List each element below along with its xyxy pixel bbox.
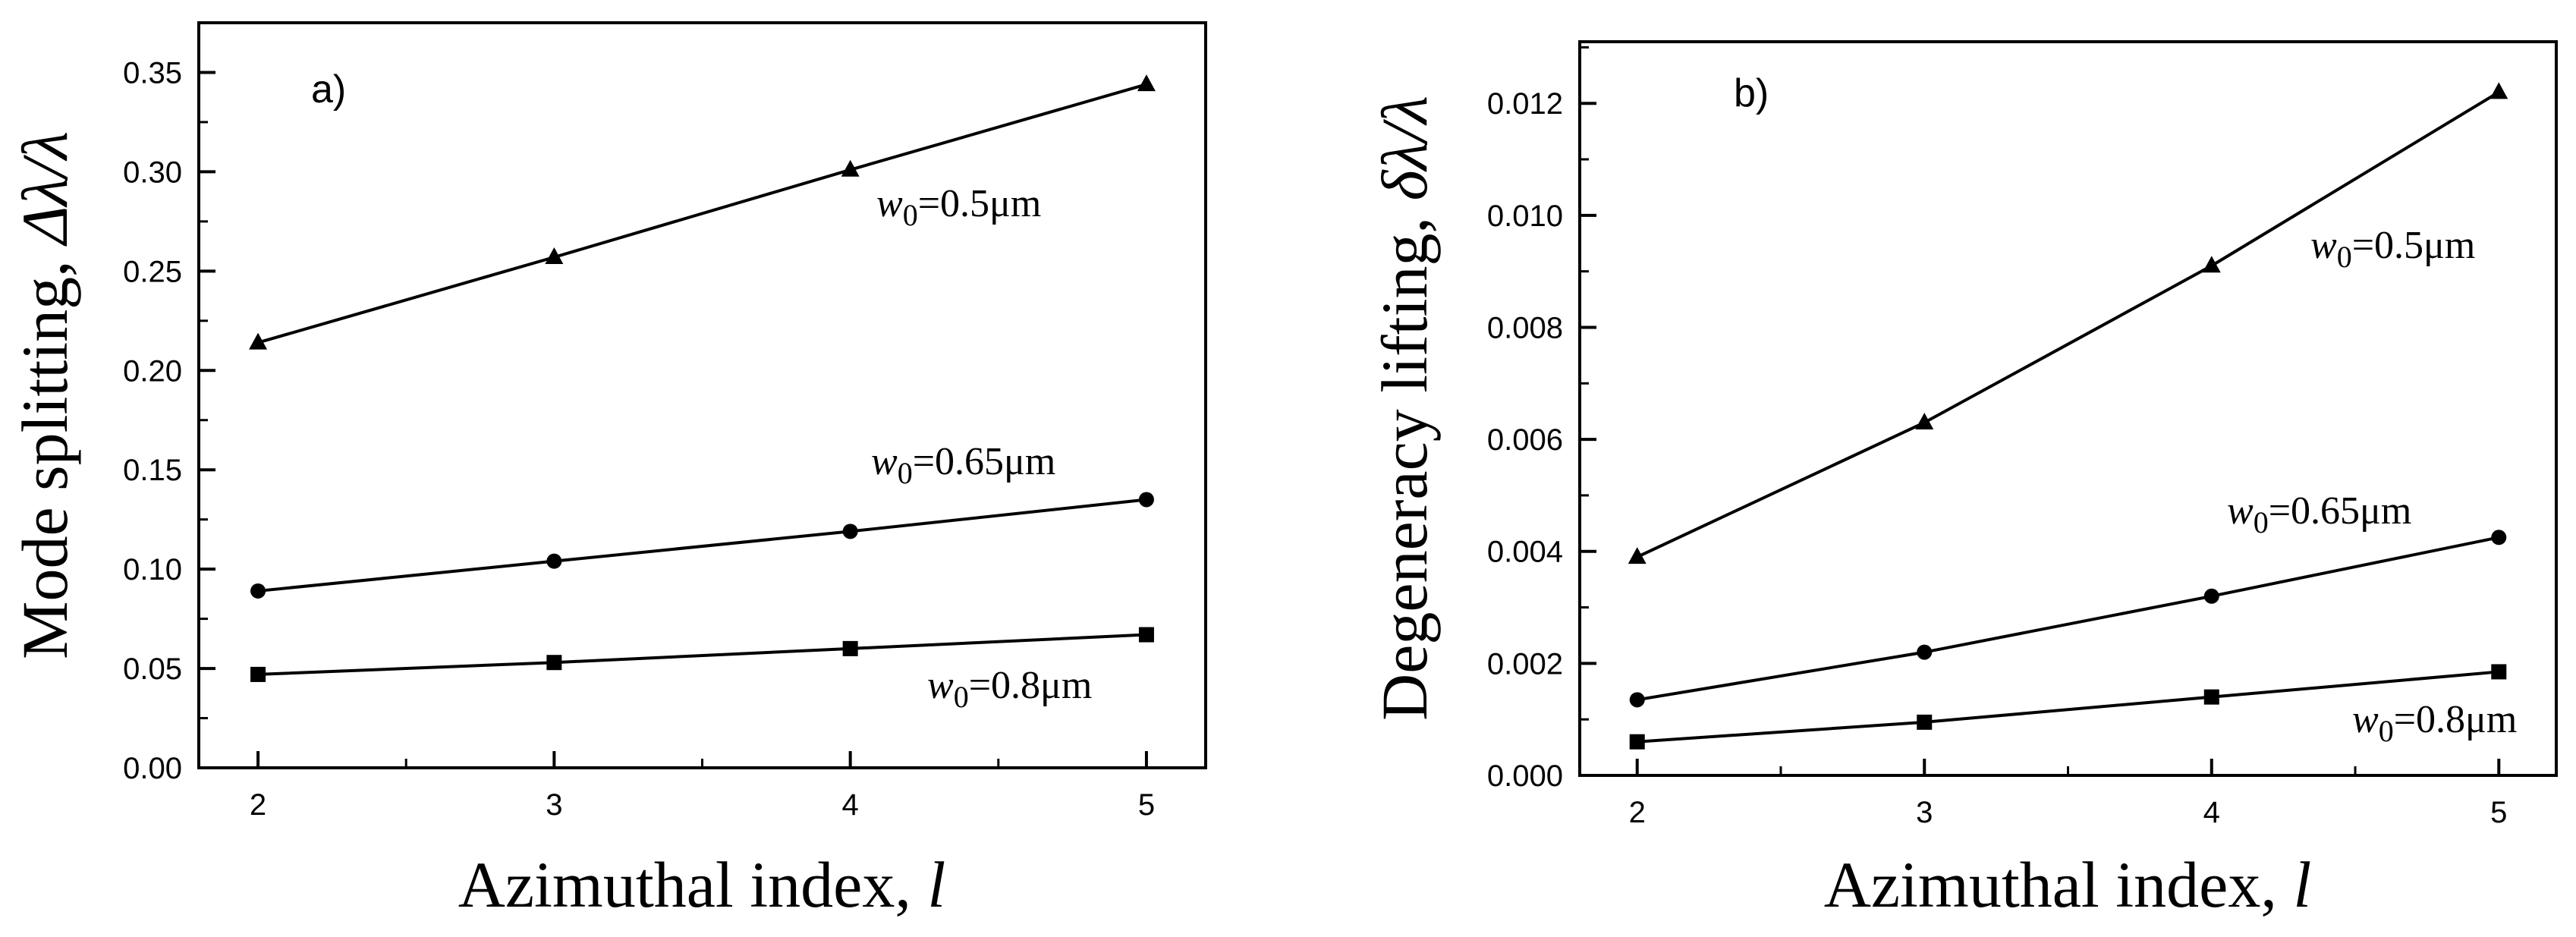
panel-b-series-2-point-3 (2491, 664, 2507, 680)
panel-a-y-tick-label: 0.05 (123, 652, 182, 686)
panel-a-series (249, 74, 1156, 682)
panel-b-degeneracy-lifting: 0.000 0.002 0.004 0.006 0.008 0.010 0.012 2 3 4 5… (1368, 40, 2558, 921)
panel-a-series-label-0.8: w0=0.8μm (927, 664, 1092, 714)
panel-a-series-2-point-3 (1138, 627, 1154, 643)
panel-b-x-tick-label: 5 (2490, 796, 2507, 829)
panel-a-series-2-point-1 (546, 655, 562, 671)
panel-b-x-tick-label: 3 (1916, 796, 1933, 829)
panel-b-series (1628, 82, 2508, 750)
panel-a-series-1-point-2 (842, 524, 858, 539)
panel-b-series-0-point-3 (2490, 82, 2508, 99)
panel-a-series-1-point-0 (250, 583, 266, 599)
panel-a-y-tick-label: 0.20 (123, 354, 182, 388)
panel-b-y-tick-label: 0.010 (1487, 200, 1563, 233)
panel-a-series-line-2 (257, 633, 1147, 676)
panel-a-series-2-point-0 (250, 666, 266, 682)
panel-a-series-0-point-2 (841, 159, 860, 177)
panel-b-series-label-0.65: w0=0.65μm (2227, 489, 2411, 539)
panel-b-y-tick-label: 0.008 (1487, 311, 1563, 344)
panel-b-y-tick-label: 0.012 (1487, 87, 1563, 121)
panel-a-x-axis-title: Azimuthal index, l (458, 848, 946, 921)
panel-b-series-2-point-0 (1629, 734, 1645, 750)
panel-a-series-2-point-2 (842, 640, 858, 656)
panel-a-x-ticks: 2 3 4 5 (250, 751, 1155, 822)
panel-b-y-tick-label: 0.000 (1487, 759, 1563, 793)
panel-b-series-label-0.5: w0=0.5μm (2310, 224, 2475, 274)
panel-a-x-tick-label: 3 (546, 788, 562, 822)
panel-a-series-line-1 (257, 498, 1147, 593)
panel-b-x-tick-label: 4 (2203, 796, 2220, 829)
panel-b-series-1-point-0 (1629, 692, 1645, 708)
panel-b-x-tick-label: 2 (1629, 796, 1646, 829)
panel-a-label: a) (311, 68, 346, 112)
panel-b-series-2-point-1 (1917, 714, 1933, 730)
panel-a-series-0-point-3 (1137, 74, 1156, 92)
panel-b-y-tick-label: 0.006 (1487, 423, 1563, 457)
panel-b-x-axis-title: Azimuthal index, l (1824, 848, 2312, 921)
panel-b-series-1-point-2 (2203, 588, 2219, 604)
panel-a-y-tick-label: 0.00 (123, 752, 182, 785)
panel-a-series-0-point-1 (545, 247, 564, 265)
panel-a-y-tick-label: 0.35 (123, 56, 182, 90)
panel-a-x-tick-label: 5 (1138, 788, 1155, 822)
panel-a-series-line-0 (257, 83, 1147, 344)
panel-b-series-0-point-0 (1628, 547, 1647, 564)
panel-a-y-tick-label: 0.15 (123, 454, 182, 487)
panel-a-y-axis-title: Mode splitting, Δλ/λ (8, 131, 81, 659)
panel-b-series-0-point-2 (2202, 256, 2221, 273)
panel-a-x-tick-label: 2 (250, 788, 266, 822)
panel-b-series-2-point-2 (2203, 689, 2219, 705)
panel-a-y-ticks: 0.00 0.05 0.10 0.15 0.20 0.25 0.30 0.35 (123, 56, 215, 785)
panel-b-series-1-point-1 (1917, 644, 1933, 660)
panel-b-plot-frame (1578, 40, 2558, 777)
panel-a-mode-splitting: 0.00 0.05 0.10 0.15 0.20 0.25 0.30 0.35 2 3 4 5 a)… (8, 21, 1207, 921)
panel-b-series-line-2 (1637, 670, 2499, 744)
panel-a-y-tick-label: 0.25 (123, 255, 182, 288)
panel-b-y-ticks: 0.000 0.002 0.004 0.006 0.008 0.010 0.012 (1487, 46, 1596, 793)
panel-a-series-label-0.5: w0=0.5μm (876, 182, 1041, 232)
panel-a-series-label-0.65: w0=0.65μm (871, 440, 1055, 490)
panel-b-series-0-point-1 (1915, 412, 1934, 429)
panel-a-series-1-point-1 (546, 553, 562, 569)
panel-b-series-label-0.8: w0=0.8μm (2352, 698, 2517, 748)
panel-b-x-ticks: 2 3 4 5 (1629, 759, 2507, 829)
panel-a-series-1-point-3 (1138, 492, 1154, 508)
panel-b-series-line-0 (1636, 90, 2500, 558)
panel-b-series-1-point-3 (2491, 530, 2507, 546)
panel-a-series-0-point-0 (249, 332, 268, 350)
panel-b-y-tick-label: 0.002 (1487, 647, 1563, 681)
panel-b-y-tick-label: 0.004 (1487, 536, 1563, 569)
panel-a-x-tick-label: 4 (842, 788, 859, 822)
panel-b-label: b) (1734, 71, 1769, 115)
panel-a-y-tick-label: 0.10 (123, 553, 182, 586)
panel-b-y-axis-title: Degeneracy lifting, δλ/λ (1368, 96, 1441, 721)
panel-b-series-line-1 (1637, 536, 2499, 702)
panel-a-y-tick-label: 0.30 (123, 156, 182, 189)
